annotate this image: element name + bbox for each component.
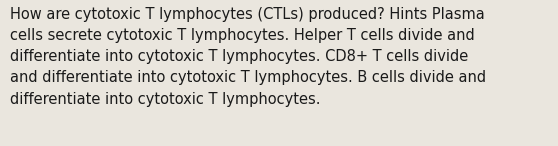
- Text: How are cytotoxic T lymphocytes (CTLs) produced? Hints Plasma
cells secrete cyto: How are cytotoxic T lymphocytes (CTLs) p…: [10, 7, 486, 107]
